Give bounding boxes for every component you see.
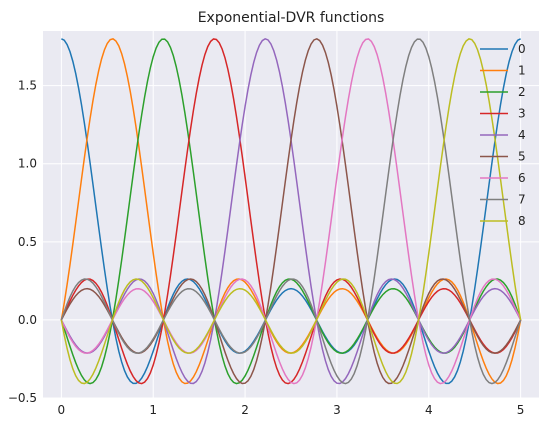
x-tick-label: 0 (58, 403, 66, 417)
legend-label-1: 1 (518, 64, 526, 78)
x-tick-label: 5 (517, 403, 525, 417)
series-line-6 (60, 38, 522, 385)
y-tick-label: 0.0 (18, 313, 37, 327)
chart-title: Exponential-DVR functions (198, 10, 385, 26)
legend-label-2: 2 (518, 85, 526, 99)
legend-label-7: 7 (518, 193, 526, 207)
grid-lines (43, 31, 539, 399)
legend-label-3: 3 (518, 107, 526, 121)
legend-label-6: 6 (518, 171, 526, 185)
x-tick-labels: 0 1 2 3 4 5 (58, 403, 525, 417)
legend-label-4: 4 (518, 128, 526, 142)
y-tick-label: −0.5 (8, 391, 37, 405)
y-tick-label: 1.0 (18, 157, 37, 171)
x-tick-label: 4 (425, 403, 433, 417)
y-tick-label: 1.5 (18, 79, 37, 93)
x-tick-label: 1 (149, 403, 157, 417)
legend: 0 1 2 3 4 5 6 7 8 (480, 42, 526, 228)
legend-label-0: 0 (518, 42, 526, 56)
series-lines (60, 37, 522, 385)
plot-background (43, 31, 539, 398)
y-tick-label: 0.5 (18, 235, 37, 249)
legend-label-8: 8 (518, 214, 526, 228)
legend-label-5: 5 (518, 150, 526, 164)
series-line-8 (60, 38, 522, 385)
x-tick-label: 2 (241, 403, 249, 417)
x-tick-label: 3 (333, 403, 341, 417)
y-tick-labels: −0.5 0.0 0.5 1.0 1.5 (8, 79, 37, 405)
